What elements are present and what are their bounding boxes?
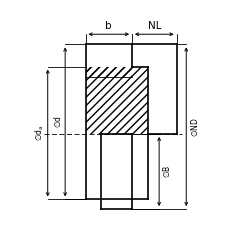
- Text: b: b: [106, 21, 112, 31]
- Bar: [86, 66, 132, 77]
- Text: $\emptyset$ND: $\emptyset$ND: [188, 117, 200, 136]
- Text: $\emptyset$B: $\emptyset$B: [161, 165, 172, 178]
- Bar: [86, 66, 148, 134]
- Bar: [86, 66, 148, 134]
- Text: NL: NL: [148, 21, 161, 31]
- Bar: [86, 66, 132, 77]
- Text: $\emptyset$d: $\emptyset$d: [52, 116, 63, 128]
- Text: $\emptyset$d$_\mathrm{a}$: $\emptyset$d$_\mathrm{a}$: [33, 125, 46, 141]
